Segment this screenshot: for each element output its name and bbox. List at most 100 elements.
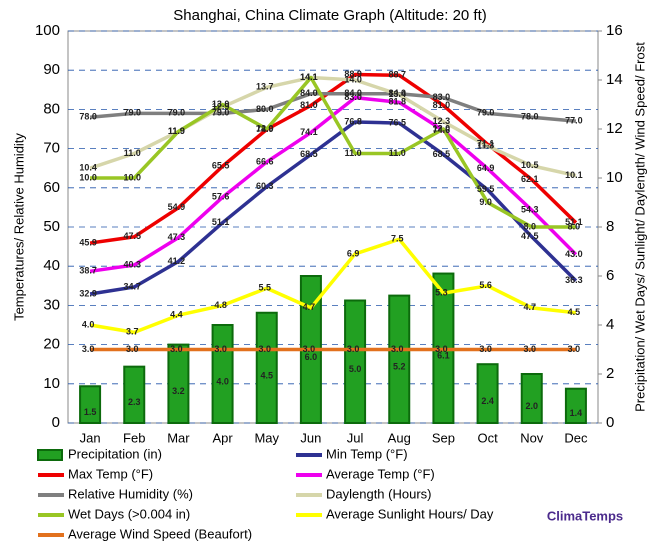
value-label: 83.0 bbox=[433, 92, 451, 102]
value-label: 12.0 bbox=[433, 123, 451, 133]
line bbox=[89, 237, 577, 335]
value-label: 80.0 bbox=[256, 104, 274, 114]
y-tick-label: 90 bbox=[43, 61, 60, 78]
value-label: 8.0 bbox=[523, 221, 536, 231]
value-label: 68.5 bbox=[300, 149, 318, 159]
legend-label: Average Wind Speed (Beaufort) bbox=[68, 526, 252, 541]
value-label: 4.7 bbox=[303, 302, 316, 312]
value-label: 83.0 bbox=[344, 92, 362, 102]
value-label: 8.0 bbox=[568, 221, 581, 231]
value-label: 3.0 bbox=[435, 344, 448, 354]
legend-label: Precipitation (in) bbox=[68, 446, 162, 461]
value-label: 62.1 bbox=[521, 174, 539, 184]
value-label: 3.0 bbox=[82, 344, 95, 354]
y2-tick-label: 0 bbox=[606, 414, 614, 431]
value-label: 11.0 bbox=[345, 148, 362, 158]
value-label: 3.0 bbox=[303, 344, 316, 354]
x-tick-label: Apr bbox=[212, 430, 233, 445]
y2-tick-label: 2 bbox=[606, 365, 614, 382]
y2-tick-label: 14 bbox=[606, 71, 623, 88]
value-label: 10.5 bbox=[521, 160, 539, 170]
y2-axis-label: Precipitation/ Wet Days/ Sunlight/ Dayle… bbox=[632, 42, 647, 412]
value-label: 2.4 bbox=[481, 396, 494, 406]
y-tick-label: 30 bbox=[43, 296, 60, 313]
y-tick-label: 100 bbox=[35, 22, 60, 39]
value-label: 3.0 bbox=[258, 344, 271, 354]
value-label: 12.9 bbox=[212, 101, 230, 111]
bar bbox=[520, 373, 543, 424]
value-label: 3.0 bbox=[126, 344, 139, 354]
value-label: 1.5 bbox=[84, 407, 97, 417]
watermark: ClimaTemps bbox=[547, 508, 623, 523]
value-label: 47.3 bbox=[168, 232, 186, 242]
value-label: 79.0 bbox=[477, 108, 495, 118]
bar bbox=[255, 311, 278, 424]
value-label: 11.9 bbox=[168, 126, 185, 136]
value-label: 4.5 bbox=[260, 370, 273, 380]
x-tick-label: Jul bbox=[347, 430, 364, 445]
x-tick-label: Nov bbox=[520, 430, 544, 445]
value-label: 76.5 bbox=[388, 117, 406, 127]
bar bbox=[79, 385, 102, 424]
x-tick-label: Jan bbox=[80, 430, 101, 445]
value-label: 84.0 bbox=[388, 88, 406, 98]
value-label: 79.0 bbox=[168, 108, 186, 118]
value-label: 2.3 bbox=[128, 397, 141, 407]
bar bbox=[388, 294, 411, 425]
value-label: 6.9 bbox=[347, 248, 360, 258]
value-label: 65.5 bbox=[212, 161, 230, 171]
line bbox=[89, 120, 578, 296]
y-tick-label: 40 bbox=[43, 257, 60, 274]
value-label: 64.9 bbox=[477, 163, 495, 173]
value-label: 5.2 bbox=[393, 362, 406, 372]
y-axis-label: Temperatures/ Relative Humidity bbox=[11, 133, 26, 321]
value-label: 34.7 bbox=[123, 281, 141, 291]
value-label: 7.5 bbox=[391, 234, 404, 244]
value-label: 81.8 bbox=[388, 97, 406, 107]
value-label: 11.9 bbox=[168, 126, 185, 136]
value-label: 77.0 bbox=[565, 116, 583, 126]
legend-label: Average Temp (°F) bbox=[326, 466, 435, 481]
x-tick-label: Mar bbox=[167, 430, 190, 445]
value-label: 45.9 bbox=[79, 237, 97, 247]
value-label: 47.5 bbox=[521, 231, 539, 241]
value-label: 51.1 bbox=[565, 217, 583, 227]
x-tick-label: Jun bbox=[300, 430, 321, 445]
bar bbox=[167, 343, 190, 425]
value-label: 54.9 bbox=[168, 202, 186, 212]
value-label: 3.0 bbox=[347, 344, 360, 354]
value-label: 1.4 bbox=[570, 408, 583, 418]
value-label: 6.1 bbox=[437, 351, 450, 361]
y2-tick-label: 12 bbox=[606, 120, 623, 137]
value-label: 14.1 bbox=[300, 72, 318, 82]
value-label: 59.5 bbox=[477, 184, 495, 194]
value-label: 79.0 bbox=[212, 108, 230, 118]
value-label: 78.0 bbox=[79, 112, 97, 122]
value-label: 5.3 bbox=[435, 288, 448, 298]
x-tick-label: Aug bbox=[388, 430, 411, 445]
value-label: 88.7 bbox=[388, 70, 406, 80]
y2-tick-label: 4 bbox=[606, 316, 614, 333]
value-label: 4.0 bbox=[216, 376, 229, 386]
value-label: 84.0 bbox=[300, 88, 318, 98]
value-label: 47.5 bbox=[123, 231, 141, 241]
line bbox=[90, 75, 576, 229]
value-label: 51.1 bbox=[212, 217, 230, 227]
value-label: 5.6 bbox=[479, 280, 492, 290]
value-label: 43.0 bbox=[565, 249, 583, 259]
value-label: 4.8 bbox=[214, 300, 227, 310]
value-label: 11.3 bbox=[477, 141, 494, 151]
value-label: 3.0 bbox=[568, 344, 581, 354]
value-label: 11.0 bbox=[389, 148, 406, 158]
value-label: 13.0 bbox=[212, 99, 230, 109]
value-label: 41.2 bbox=[168, 256, 186, 266]
value-label: 74.1 bbox=[300, 127, 318, 137]
value-label: 14.0 bbox=[344, 74, 362, 84]
value-label: 81.0 bbox=[300, 100, 318, 110]
value-label: 4.4 bbox=[170, 310, 183, 320]
value-label: 11.0 bbox=[124, 148, 141, 158]
value-label: 4.7 bbox=[523, 302, 536, 312]
legend-label: Relative Humidity (%) bbox=[68, 486, 193, 501]
value-label: 12.0 bbox=[256, 123, 274, 133]
bar bbox=[211, 324, 234, 424]
